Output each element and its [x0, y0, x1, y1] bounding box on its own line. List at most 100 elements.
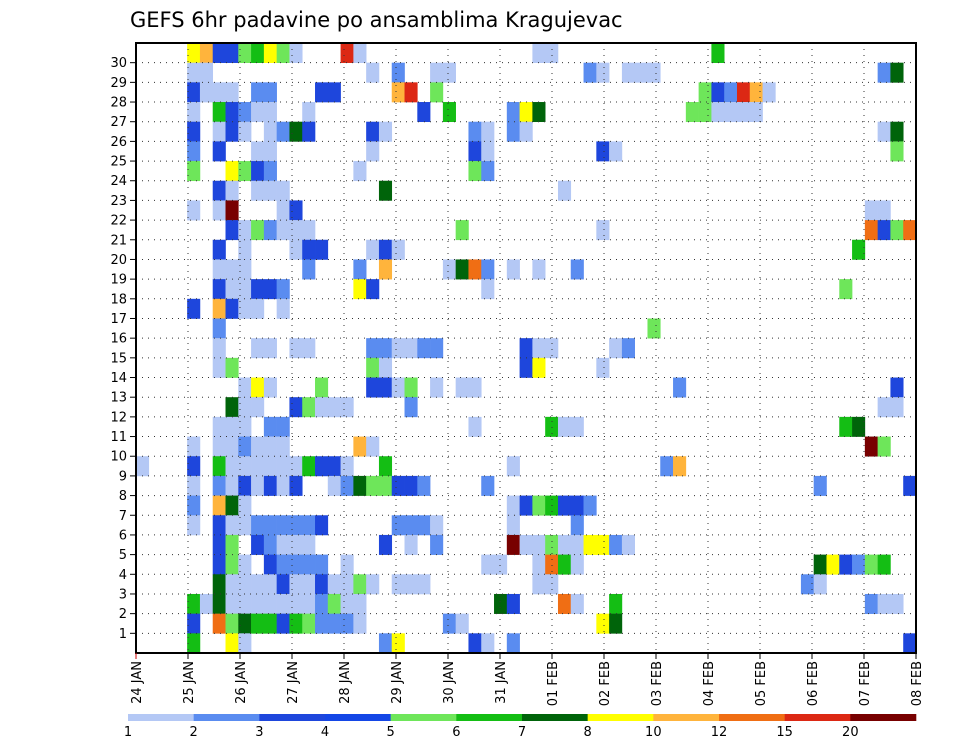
heatmap-cell: [251, 43, 265, 63]
heatmap-cell: [187, 62, 201, 83]
heatmap-cell: [289, 613, 303, 634]
colorbar-segment: [259, 714, 326, 721]
heatmap-cell: [251, 593, 265, 614]
heatmap-cell: [353, 574, 367, 595]
colorbar-segment: [128, 714, 194, 721]
heatmap-cell: [289, 515, 303, 536]
colorbar-label: 1: [124, 725, 132, 740]
heatmap-cell: [238, 633, 252, 654]
heatmap-cell: [212, 239, 226, 260]
heatmap-cell: [225, 43, 239, 63]
heatmap-cell: [417, 475, 431, 496]
heatmap-cell: [263, 279, 277, 300]
heatmap-cell: [353, 613, 367, 634]
y-tick-label: 16: [110, 332, 127, 347]
heatmap-cell: [302, 102, 316, 123]
y-tick-label: 27: [110, 115, 127, 130]
colorbar-label: 15: [776, 725, 793, 740]
heatmap-cell: [353, 43, 367, 63]
heatmap-cell: [404, 534, 418, 555]
heatmap-cell: [378, 121, 393, 142]
heatmap-cell: [877, 436, 891, 457]
heatmap-cell: [225, 279, 239, 300]
heatmap-cell: [903, 220, 917, 241]
heatmap-cell: [238, 279, 252, 300]
heatmap-cell: [839, 279, 853, 300]
heatmap-cell: [864, 593, 878, 614]
heatmap-cell: [442, 259, 456, 280]
heatmap-cell: [890, 220, 904, 241]
heatmap-cell: [609, 338, 623, 359]
heatmap-cell: [430, 534, 444, 555]
heatmap-cell: [289, 534, 303, 555]
heatmap-cell: [225, 633, 239, 654]
heatmap-cell: [212, 475, 226, 496]
y-tick-label: 19: [110, 273, 127, 288]
heatmap-cell: [890, 397, 904, 418]
heatmap-cell: [621, 62, 635, 83]
heatmap-cell: [187, 633, 201, 654]
heatmap-cell: [327, 456, 341, 477]
heatmap-cell: [187, 161, 201, 182]
heatmap-cell: [366, 121, 380, 142]
heatmap-cell: [225, 102, 239, 123]
heatmap-cell: [481, 633, 495, 654]
heatmap-cell: [315, 593, 329, 614]
heatmap-cell: [647, 318, 661, 339]
heatmap-cell: [481, 121, 495, 142]
heatmap-cell: [251, 475, 265, 496]
heatmap-cell: [557, 416, 572, 437]
heatmap-cell: [302, 554, 316, 575]
heatmap-cell: [238, 102, 252, 123]
heatmap-cell: [506, 633, 520, 654]
chart-title: GEFS 6hr padavine po ansamblima Kragujev…: [130, 8, 623, 32]
heatmap-cell: [238, 121, 252, 142]
heatmap-cell: [506, 515, 520, 536]
heatmap-cell: [187, 495, 201, 516]
heatmap-cell: [583, 495, 597, 516]
heatmap-cell: [251, 456, 265, 477]
heatmap-cell: [251, 141, 265, 162]
heatmap-cell: [238, 239, 252, 260]
heatmap-cell: [506, 456, 520, 477]
heatmap-cell: [225, 593, 239, 614]
x-tick-label: 01 FEB: [546, 661, 561, 706]
heatmap-cell: [609, 593, 623, 614]
heatmap-cell: [813, 574, 827, 595]
heatmap-cell: [481, 161, 495, 182]
heatmap-cell: [494, 593, 508, 614]
heatmap-cell: [417, 515, 431, 536]
heatmap-cell: [302, 338, 316, 359]
colorbar-label: 7: [518, 725, 526, 740]
heatmap-cell: [391, 338, 405, 359]
x-tick-label: 07 FEB: [858, 661, 873, 706]
y-tick-label: 23: [110, 194, 127, 209]
heatmap-cell: [698, 82, 712, 103]
heatmap-cell: [251, 279, 265, 300]
heatmap-cell: [532, 43, 546, 63]
heatmap-cell: [289, 239, 303, 260]
heatmap-cell: [366, 62, 380, 83]
heatmap-cell: [238, 298, 252, 319]
heatmap-cell: [877, 554, 891, 575]
heatmap-cell: [353, 259, 367, 280]
heatmap-cell: [289, 456, 303, 477]
heatmap-cell: [263, 43, 277, 63]
heatmap-cell: [378, 357, 393, 378]
heatmap-cell: [455, 259, 469, 280]
heatmap-cell: [315, 456, 329, 477]
heatmap-cell: [698, 102, 712, 123]
heatmap-cell: [212, 200, 226, 221]
heatmap-cell: [570, 554, 584, 575]
heatmap-cell: [391, 239, 405, 260]
heatmap-cell: [212, 416, 226, 437]
heatmap-cell: [813, 475, 827, 496]
y-tick-label: 12: [110, 410, 127, 425]
heatmap-cell: [276, 475, 290, 496]
heatmap-cell: [263, 141, 277, 162]
heatmap-cell: [890, 593, 904, 614]
heatmap-cell: [800, 574, 815, 595]
heatmap-cell: [238, 259, 252, 280]
heatmap-cell: [251, 534, 265, 555]
heatmap-cell: [327, 82, 341, 103]
